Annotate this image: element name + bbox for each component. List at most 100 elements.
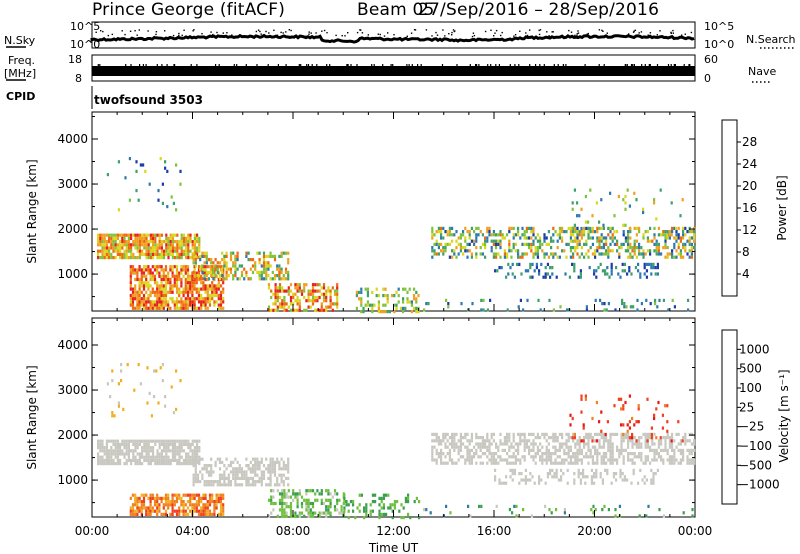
- data-cell: [229, 270, 233, 274]
- data-cell: [431, 255, 434, 259]
- data-cell: [240, 476, 244, 480]
- data-cell: [322, 511, 326, 515]
- data-cell: [530, 432, 533, 436]
- data-cell: [664, 239, 667, 243]
- data-cell: [278, 498, 282, 502]
- data-cell: [269, 457, 272, 461]
- data-cell: [110, 449, 113, 453]
- data-cell: [195, 506, 198, 510]
- data-cell: [167, 458, 170, 462]
- data-cell: [156, 233, 159, 237]
- data-cell: [211, 265, 214, 269]
- data-cell: [132, 442, 135, 446]
- data-cell: [125, 442, 128, 446]
- data-cell: [690, 452, 693, 456]
- data-cell: [167, 249, 170, 253]
- data-cell: [655, 407, 658, 411]
- data-cell: [600, 432, 603, 436]
- nsearch-point: [413, 29, 416, 31]
- data-cell: [158, 496, 161, 500]
- data-cell: [178, 462, 181, 466]
- data-cell: [495, 445, 498, 449]
- data-cell: [206, 277, 209, 282]
- data-cell: [490, 432, 493, 436]
- data-cell: [651, 439, 654, 443]
- data-cell: [210, 464, 213, 468]
- data-cell: [134, 442, 137, 446]
- data-cell: [169, 243, 172, 247]
- data-cell: [329, 289, 332, 293]
- data-cell: [164, 512, 168, 516]
- data-cell: [223, 464, 226, 468]
- data-cell: [213, 500, 216, 504]
- data-cell: [269, 476, 272, 480]
- data-cell: [543, 255, 546, 259]
- data-cell: [178, 496, 181, 500]
- data-cell: [498, 481, 501, 485]
- data-cell: [206, 265, 209, 269]
- data-cell: [175, 303, 179, 307]
- data-cell: [276, 289, 279, 293]
- data-cell: [200, 303, 203, 307]
- data-cell: [671, 432, 674, 436]
- data-cell: [686, 239, 689, 243]
- data-cell: [580, 236, 583, 240]
- data-cell: [207, 270, 211, 274]
- data-cell: [602, 461, 605, 465]
- data-cell: [147, 271, 150, 275]
- data-cell: [222, 265, 225, 269]
- data-cell: [147, 256, 150, 260]
- data-cell: [145, 246, 148, 250]
- data-cell: [633, 436, 636, 440]
- data-cell: [649, 249, 652, 253]
- data-cell: [164, 509, 168, 513]
- data-cell: [453, 252, 456, 256]
- data-cell: [151, 274, 154, 278]
- data-cell: [594, 249, 597, 253]
- data-cell: [600, 458, 603, 462]
- data-cell: [165, 240, 168, 244]
- data-cell: [191, 503, 194, 507]
- data-cell: [382, 503, 385, 507]
- data-cell: [195, 277, 198, 282]
- nsearch-point: [193, 29, 195, 31]
- data-cell: [343, 493, 346, 497]
- data-cell: [123, 233, 126, 237]
- data-cell: [613, 458, 616, 462]
- data-cell: [558, 442, 561, 446]
- data-cell: [671, 252, 674, 256]
- data-cell: [199, 277, 202, 281]
- data-cell: [101, 243, 104, 247]
- data-cell: [587, 432, 590, 436]
- data-cell: [149, 268, 152, 272]
- data-cell: [598, 442, 601, 446]
- data-cell: [593, 475, 596, 479]
- data-cell: [484, 452, 487, 456]
- data-cell: [169, 503, 172, 507]
- data-cell: [628, 394, 631, 398]
- cpid-label: CPID: [6, 90, 35, 103]
- data-cell: [311, 295, 315, 300]
- data-cell: [479, 461, 482, 465]
- data-cell: [207, 483, 211, 487]
- data-cell: [576, 201, 579, 205]
- data-cell: [620, 246, 623, 250]
- data-cell: [682, 458, 685, 462]
- data-cell: [127, 442, 130, 446]
- data-cell: [558, 455, 561, 459]
- data-cell: [679, 442, 682, 446]
- data-cell: [464, 461, 467, 465]
- data-cell: [112, 256, 115, 260]
- data-cell: [574, 445, 577, 449]
- data-cell: [331, 302, 334, 306]
- data-cell: [522, 478, 525, 482]
- data-cell: [245, 274, 248, 278]
- data-cell: [184, 268, 187, 272]
- data-cell: [131, 503, 135, 507]
- data-cell: [185, 452, 188, 456]
- data-cell: [611, 233, 614, 237]
- data-cell: [189, 236, 192, 240]
- data-cell: [287, 467, 290, 471]
- data-cell: [222, 512, 225, 516]
- data-cell: [558, 448, 561, 452]
